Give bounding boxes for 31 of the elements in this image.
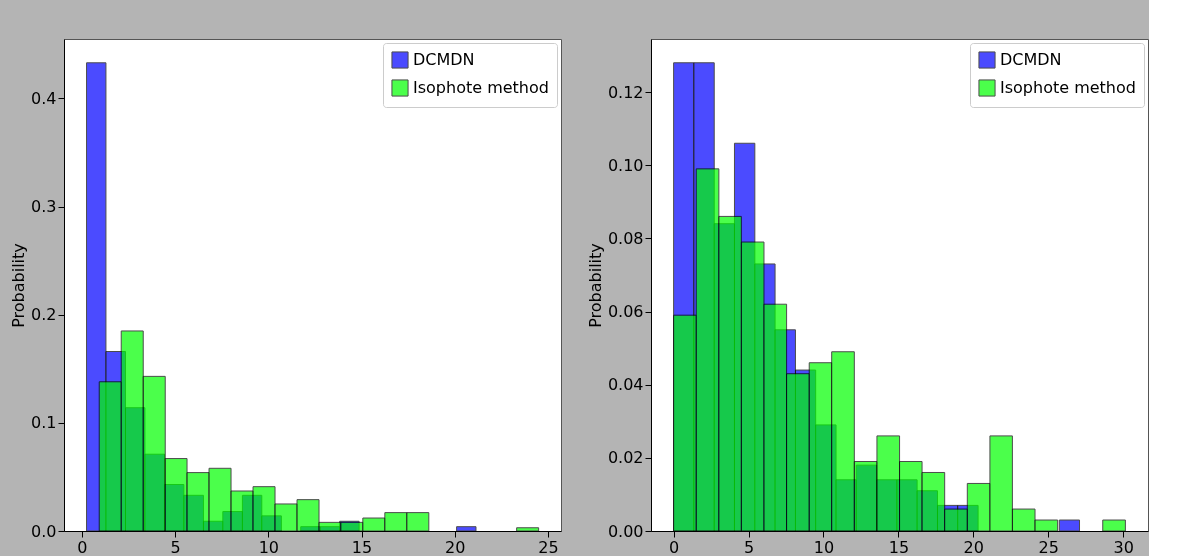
y-axis-title: Probability	[585, 243, 605, 328]
y-axis-title: Probability	[9, 243, 29, 328]
x-tick-label: 10	[813, 537, 835, 556]
x-tick-label: 20	[963, 537, 984, 556]
y-tick-label: 0.2	[31, 305, 57, 325]
y-tick-label: 0.0	[31, 521, 57, 541]
y-tick-label: 0.08	[607, 228, 644, 248]
legend-label: Isophote method	[1000, 78, 1136, 97]
y-tick-label: 0.04	[607, 375, 644, 395]
legend-label: Isophote method	[413, 78, 549, 97]
y-tick-label: 0.00	[607, 521, 644, 541]
x-tick-label: 25	[1038, 537, 1059, 556]
x-tick-label: 20	[445, 537, 466, 556]
x-tick-label: 5	[170, 537, 181, 556]
y-tick-label: 0.02	[607, 448, 644, 468]
y-tick-label: 0.12	[607, 82, 644, 102]
y-tick-label: 0.4	[31, 88, 57, 108]
legend-label: DCMDN	[413, 50, 475, 69]
y-tick-label: 0.10	[607, 155, 644, 175]
y-tick-label: 0.1	[31, 413, 57, 433]
y-tick-label: 0.3	[31, 197, 57, 217]
x-tick-label: 25	[538, 537, 559, 556]
x-tick-label: 30	[1113, 537, 1134, 556]
x-tick-label: 10	[258, 537, 279, 556]
x-tick-label: 0	[77, 537, 88, 556]
x-tick-label: 15	[351, 537, 373, 556]
x-tick-label: 0	[669, 537, 680, 556]
y-tick-label: 0.06	[607, 302, 644, 322]
x-tick-label: 5	[743, 537, 755, 556]
legend-label: DCMDN	[1000, 50, 1062, 69]
x-tick-label: 15	[888, 537, 910, 556]
